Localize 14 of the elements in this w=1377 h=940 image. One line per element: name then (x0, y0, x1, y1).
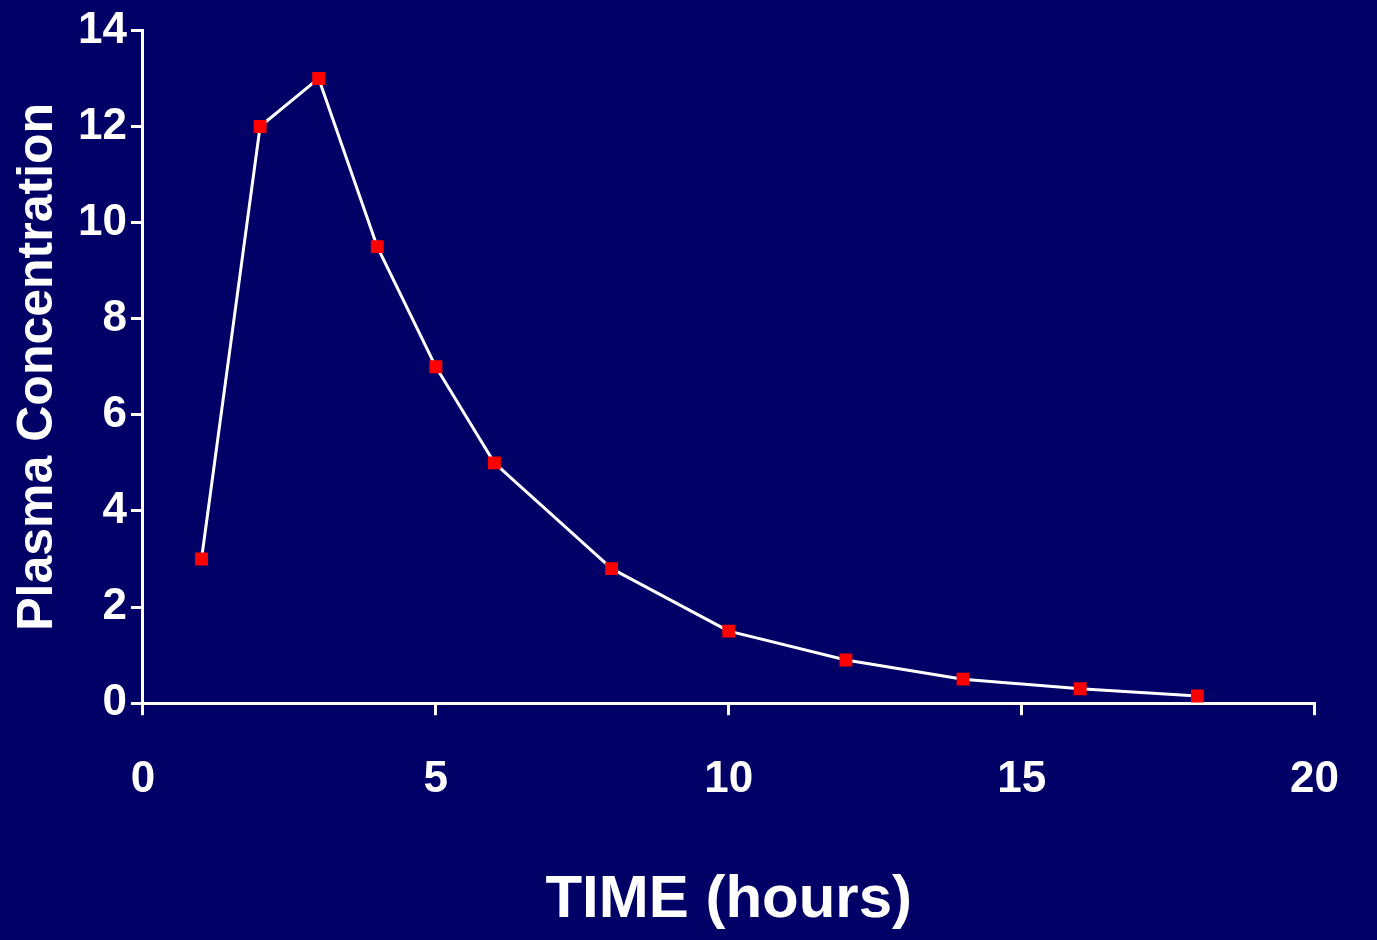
y-tick-label: 14 (77, 2, 128, 52)
x-tick-label: 20 (1290, 751, 1340, 801)
x-tick-label: 5 (423, 751, 449, 801)
x-tick-label: 15 (997, 751, 1047, 801)
x-tick-label: 10 (704, 751, 754, 801)
x-axis-title: TIME (hours) (545, 862, 913, 930)
y-tick-label: 6 (102, 387, 127, 436)
y-tick-label: 12 (77, 98, 127, 148)
y-tick-label: 2 (102, 579, 127, 629)
y-tick-label: 10 (77, 194, 127, 244)
y-axis-title: Plasma Concentration (6, 102, 63, 631)
y-tick-label: 0 (102, 675, 127, 725)
y-tick-label: 8 (102, 290, 127, 340)
y-tick-label: 4 (102, 483, 128, 533)
